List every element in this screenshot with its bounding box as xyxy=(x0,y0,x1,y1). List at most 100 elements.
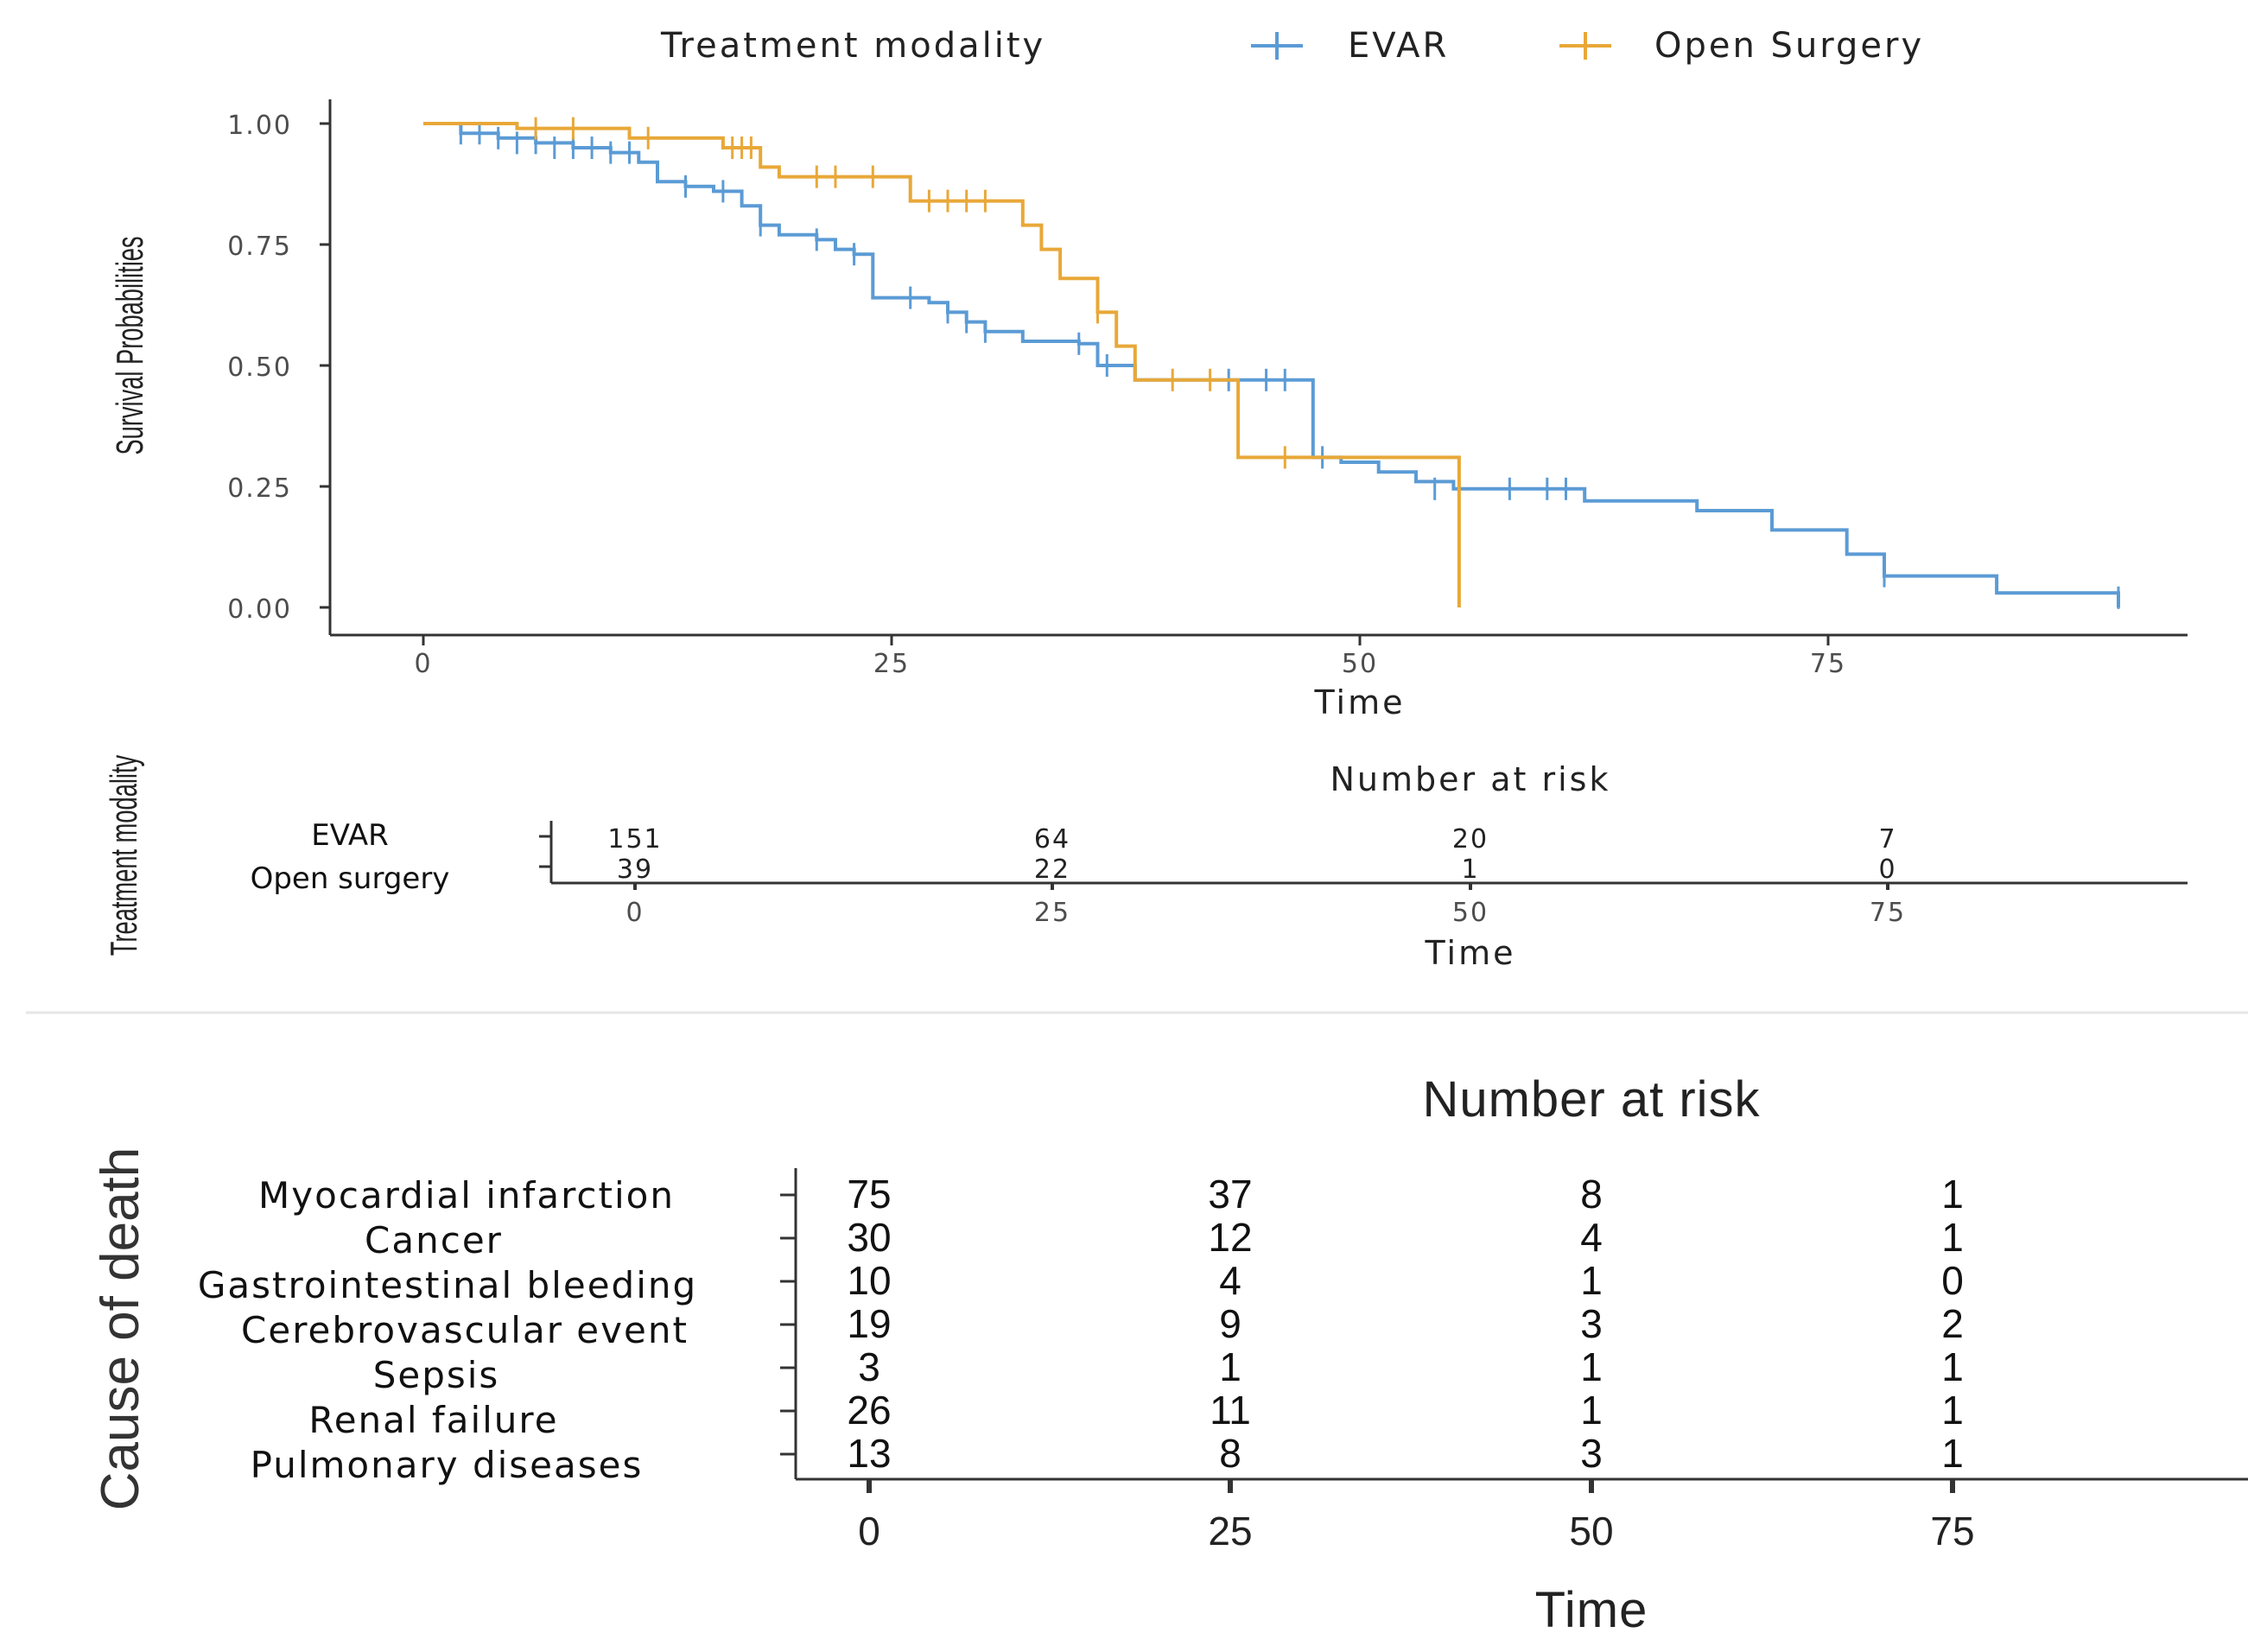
legend-label-open-surgery: Open Surgery xyxy=(1654,26,1924,66)
km-x-tick-marks xyxy=(422,635,1830,645)
km-y-tick-0-75: 0.75 xyxy=(227,232,292,262)
risk-row-label-open-surgery: Open surgery xyxy=(251,861,450,896)
cause-row-cerebrovascular-event: 19 9 3 2 xyxy=(847,1301,1963,1346)
risk-cell: 22 xyxy=(1034,855,1070,885)
km-x-tick-25: 25 xyxy=(873,649,910,679)
risk-cell: 151 xyxy=(607,824,662,855)
cause-cell: 0 xyxy=(1941,1258,1964,1303)
km-y-axis-title: Survival Probabilities xyxy=(108,236,150,454)
km-x-axis-title: Time xyxy=(1314,683,1406,721)
cause-x-tick-75: 75 xyxy=(1930,1509,1974,1554)
km-y-tick-0: 0.00 xyxy=(227,594,292,625)
cause-row-gastrointestinal-bleeding: 10 4 1 0 xyxy=(847,1258,1963,1303)
risk-table-treatment-y-title: Treatment modality xyxy=(102,754,144,956)
cause-cell: 12 xyxy=(1208,1215,1252,1260)
risk-x-tick-75: 75 xyxy=(1870,898,1906,928)
risk-table-cause: Number at risk Cause of death Myocardial… xyxy=(91,1071,2248,1638)
cause-row-sepsis: 3 1 1 1 xyxy=(858,1344,1964,1389)
legend-title: Treatment modality xyxy=(660,26,1045,66)
km-x-tick-0: 0 xyxy=(414,649,432,679)
cause-label-gastrointestinal-bleeding: Gastrointestinal bleeding xyxy=(198,1264,697,1306)
km-y-tick-1: 1.00 xyxy=(227,111,292,141)
risk-cell: 7 xyxy=(1878,824,1896,855)
risk-table-treatment-x-tickmarks xyxy=(633,883,1889,890)
risk-table-treatment-title: Number at risk xyxy=(1330,760,1611,798)
legend: Treatment modality EVAR Open Surgery xyxy=(660,26,1924,66)
cause-cell: 4 xyxy=(1580,1215,1603,1260)
cause-cell: 3 xyxy=(1580,1301,1603,1346)
risk-table-treatment-row-evar: 151 64 20 7 xyxy=(607,824,1896,855)
cause-label-cerebrovascular-event: Cerebrovascular event xyxy=(241,1309,689,1351)
cause-cell: 1 xyxy=(1941,1431,1964,1476)
cause-cell: 1 xyxy=(1580,1258,1603,1303)
cause-cell: 19 xyxy=(847,1301,891,1346)
cause-label-myocardial-infarction: Myocardial infarction xyxy=(258,1174,675,1217)
cause-cell: 1 xyxy=(1219,1344,1241,1389)
cause-cell: 26 xyxy=(847,1388,891,1433)
legend-key-evar xyxy=(1251,32,1303,60)
cause-cell: 1 xyxy=(1941,1344,1964,1389)
cause-label-renal-failure: Renal failure xyxy=(308,1399,558,1441)
cause-x-tick-25: 25 xyxy=(1208,1509,1252,1554)
cause-label-sepsis: Sepsis xyxy=(373,1354,500,1396)
risk-table-treatment-x-title: Time xyxy=(1425,934,1516,972)
cause-cell: 1 xyxy=(1941,1215,1964,1260)
risk-table-cause-y-tickmarks xyxy=(780,1193,796,1456)
cause-cell: 30 xyxy=(847,1215,891,1260)
risk-table-cause-y-title: Cause of death xyxy=(91,1147,150,1511)
cause-cell: 1 xyxy=(1941,1172,1964,1217)
cause-cell: 10 xyxy=(847,1258,891,1303)
km-y-tick-0-5: 0.50 xyxy=(227,353,292,383)
legend-key-open-surgery xyxy=(1559,32,1611,60)
cause-row-renal-failure: 26 11 1 1 xyxy=(847,1388,1963,1433)
cause-cell: 8 xyxy=(1580,1172,1603,1217)
cause-cell: 1 xyxy=(1941,1388,1964,1433)
cause-cell: 13 xyxy=(847,1431,891,1476)
cause-cell: 3 xyxy=(1580,1431,1603,1476)
cause-x-tick-50: 50 xyxy=(1569,1509,1613,1554)
km-x-tick-labels: 0 25 50 75 xyxy=(414,649,1846,679)
risk-cell: 39 xyxy=(617,855,653,885)
cause-row-cancer: 30 12 4 1 xyxy=(847,1215,1963,1260)
cause-cell: 9 xyxy=(1219,1301,1241,1346)
km-x-tick-50: 50 xyxy=(1342,649,1378,679)
cause-row-pulmonary-diseases: 13 8 3 1 xyxy=(847,1431,1963,1476)
risk-cell: 0 xyxy=(1878,855,1896,885)
cause-cell: 8 xyxy=(1219,1431,1241,1476)
cause-x-tick-0: 0 xyxy=(858,1509,880,1554)
km-line-evar xyxy=(423,122,2120,607)
risk-table-treatment-row-open-surgery: 39 22 1 0 xyxy=(617,855,1896,885)
km-curves xyxy=(423,117,2120,609)
cause-cell: 11 xyxy=(1210,1388,1251,1433)
risk-table-treatment: Treatment modality Number at risk EVAR O… xyxy=(102,754,2188,972)
risk-cell: 20 xyxy=(1452,824,1489,855)
km-y-tick-marks xyxy=(320,122,330,609)
risk-table-cause-title: Number at risk xyxy=(1422,1071,1760,1128)
km-line-open-surgery xyxy=(423,122,1461,607)
legend-label-evar: EVAR xyxy=(1348,26,1449,66)
risk-row-label-evar: EVAR xyxy=(311,818,388,853)
cause-label-cancer: Cancer xyxy=(365,1219,503,1261)
km-y-tick-labels: 1.00 0.75 0.50 0.25 0.00 xyxy=(227,111,292,625)
cause-cell: 2 xyxy=(1941,1301,1964,1346)
risk-x-tick-0: 0 xyxy=(626,898,644,928)
risk-table-cause-row-labels: Myocardial infarction Cancer Gastrointes… xyxy=(198,1174,697,1486)
risk-table-treatment-x-tick-labels: 0 25 50 75 xyxy=(626,898,1906,928)
cause-cell: 1 xyxy=(1580,1344,1603,1389)
cause-cell: 4 xyxy=(1219,1258,1241,1303)
risk-x-tick-50: 50 xyxy=(1452,898,1489,928)
risk-table-cause-x-title: Time xyxy=(1535,1582,1648,1638)
km-plot: Survival Probabilities 1.00 0.75 0.50 0.… xyxy=(108,99,2188,721)
risk-x-tick-25: 25 xyxy=(1034,898,1070,928)
cause-cell: 75 xyxy=(847,1172,891,1217)
risk-cell: 1 xyxy=(1461,855,1479,885)
km-y-tick-0-25: 0.25 xyxy=(227,473,292,504)
km-x-tick-75: 75 xyxy=(1810,649,1846,679)
cause-cell: 37 xyxy=(1208,1172,1252,1217)
risk-table-cause-x-tickmarks xyxy=(867,1479,1955,1493)
cause-cell: 3 xyxy=(858,1344,880,1389)
cause-row-myocardial-infarction: 75 37 8 1 xyxy=(847,1172,1963,1217)
risk-table-cause-x-tick-labels: 0 25 50 75 xyxy=(858,1509,1974,1554)
